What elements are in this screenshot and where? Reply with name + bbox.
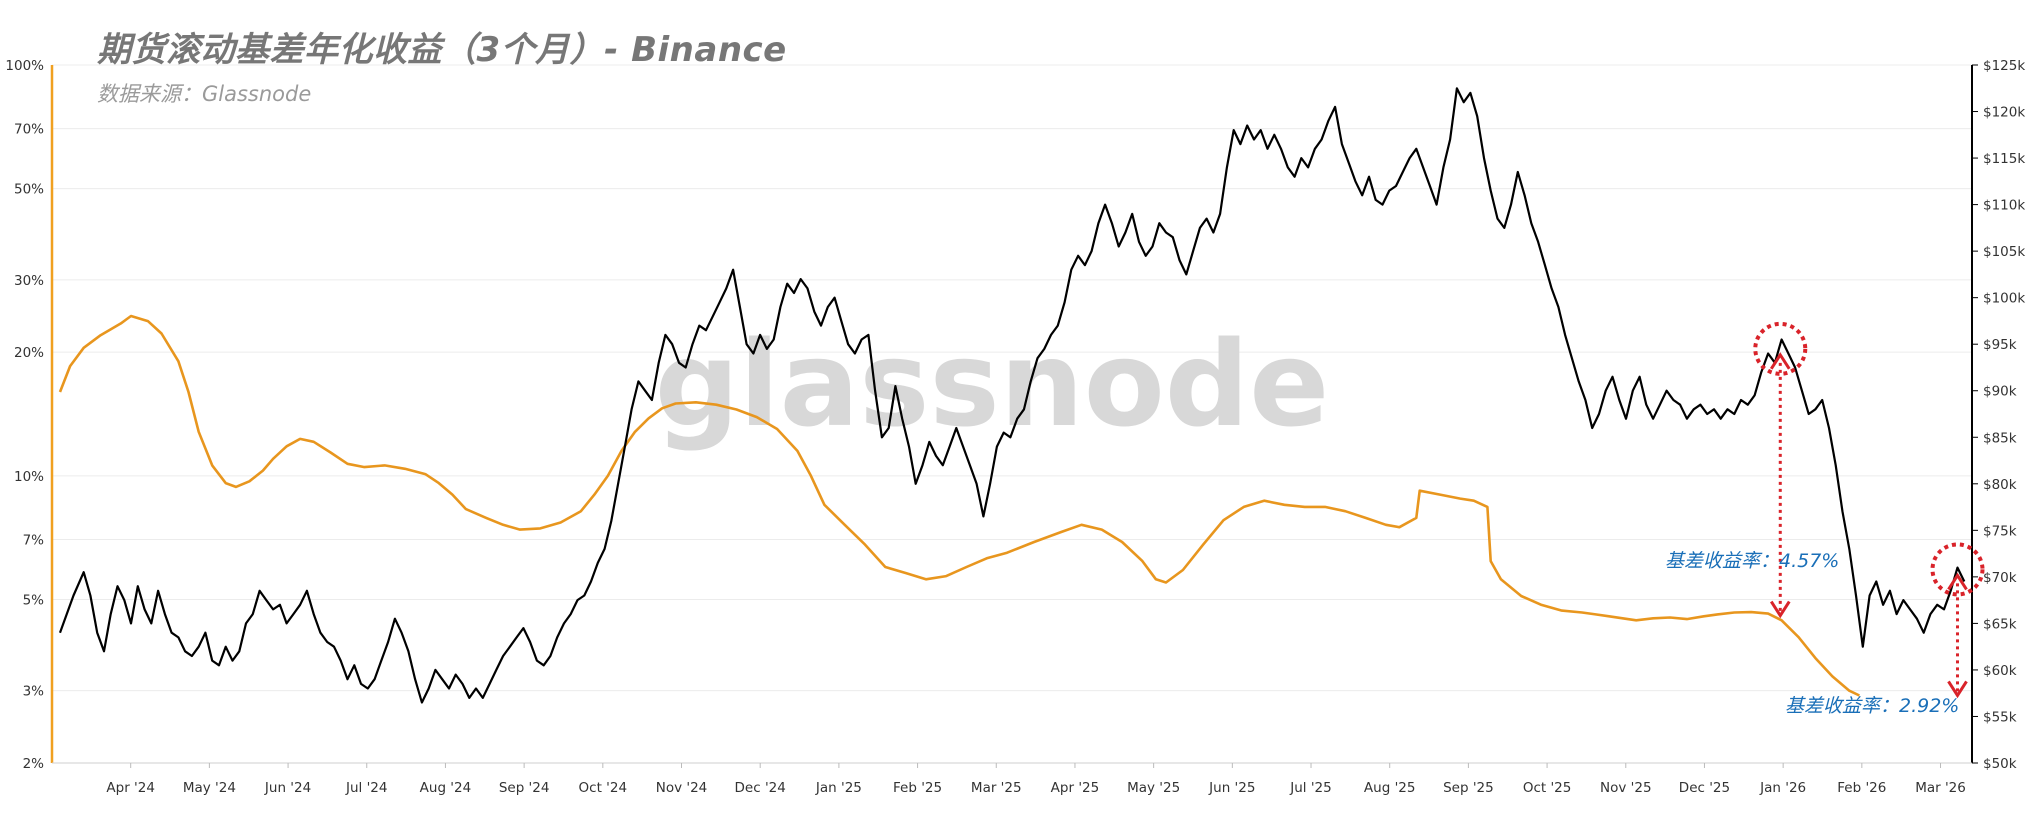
left-tick-label: 10% — [14, 469, 44, 485]
right-tick-label: $115k — [1983, 151, 2025, 167]
right-tick-label: $70k — [1983, 570, 2017, 586]
left-tick-label: 50% — [14, 182, 44, 198]
left-tick-label: 70% — [14, 122, 44, 138]
right-tick-label: $60k — [1983, 663, 2017, 679]
x-tick-label: Apr '24 — [106, 780, 155, 796]
x-tick-label: Dec '24 — [735, 780, 786, 796]
chart-subtitle: 数据来源：Glassnode — [97, 82, 312, 106]
left-tick-label: 5% — [23, 593, 45, 609]
x-tick-label: Aug '24 — [420, 780, 472, 796]
basis-yield-label-2: 基差收益率：2.92% — [1785, 695, 1959, 717]
x-tick-label: Jan '25 — [815, 780, 862, 796]
x-tick-label: Nov '24 — [656, 780, 708, 796]
right-tick-label: $50k — [1983, 756, 2017, 772]
right-tick-label: $100k — [1983, 291, 2025, 307]
axes: 2% 3% 5% 7% 10% 20% 30% 50% 70% 100% $50k $55k $60k $… — [5, 58, 2025, 796]
right-tick-label: $125k — [1983, 58, 2025, 74]
x-tick-label: Jun '25 — [1208, 780, 1255, 796]
x-tick-label: Sep '24 — [499, 780, 550, 796]
right-tick-label: $85k — [1983, 430, 2017, 446]
x-tick-label: Aug '25 — [1364, 780, 1416, 796]
annotations: 基差收益率：4.57% 基差收益率：2.92% — [1665, 321, 1985, 717]
right-tick-label: $65k — [1983, 616, 2017, 632]
highlight-circle — [1753, 321, 1808, 376]
dotted-arrow-tail — [1769, 352, 1791, 370]
basis-yield-label-1: 基差收益率：4.57% — [1665, 550, 1839, 572]
dotted-arrow-head — [1947, 680, 1968, 699]
x-tick-label: Jul '24 — [345, 780, 387, 796]
x-tick-label: May '25 — [1127, 780, 1180, 796]
x-tick-label: Dec '25 — [1679, 780, 1730, 796]
left-tick-label: 2% — [23, 756, 45, 772]
x-tick-label: Jun '24 — [264, 780, 311, 796]
highlight-circle — [1930, 542, 1985, 597]
x-tick-label: May '24 — [183, 780, 236, 796]
left-tick-label: 20% — [14, 345, 44, 361]
x-tick-label: Jan '26 — [1759, 780, 1806, 796]
right-tick-label: $105k — [1983, 244, 2025, 260]
x-tick-label: Sep '25 — [1443, 780, 1494, 796]
chart-title: 期货滚动基差年化收益（3个月）- Binance — [97, 30, 787, 70]
btc-price-line — [58, 87, 1966, 704]
right-tick-label: $90k — [1983, 384, 2017, 400]
x-tick-label: Mar '26 — [1915, 780, 1966, 796]
x-tick-label: Oct '25 — [1523, 780, 1572, 796]
basis-yield-line — [58, 314, 1860, 697]
x-tick-label: Feb '25 — [893, 780, 942, 796]
left-tick-label: 7% — [23, 532, 45, 548]
dotted-arrow-tail — [1947, 572, 1968, 591]
watermark: glassnode — [655, 315, 1330, 453]
right-tick-label: $75k — [1983, 523, 2017, 539]
right-tick-label: $110k — [1983, 198, 2025, 214]
left-tick-label: 30% — [14, 273, 44, 289]
x-tick-label: Jul '25 — [1289, 780, 1331, 796]
dotted-arrow-head — [1769, 600, 1791, 619]
left-tick-label: 3% — [23, 684, 45, 700]
x-tick-label: Apr '25 — [1051, 780, 1100, 796]
gridlines — [52, 64, 1972, 764]
left-tick-label: 100% — [5, 58, 44, 74]
right-tick-label: $80k — [1983, 477, 2017, 493]
right-tick-label: $55k — [1983, 709, 2017, 725]
x-tick-label: Mar '25 — [971, 780, 1022, 796]
x-tick-label: Nov '25 — [1600, 780, 1652, 796]
series — [58, 87, 1966, 704]
right-tick-label: $120k — [1983, 105, 2025, 121]
x-tick-label: Feb '26 — [1837, 780, 1886, 796]
right-tick-label: $95k — [1983, 337, 2017, 353]
x-tick-label: Oct '24 — [579, 780, 628, 796]
